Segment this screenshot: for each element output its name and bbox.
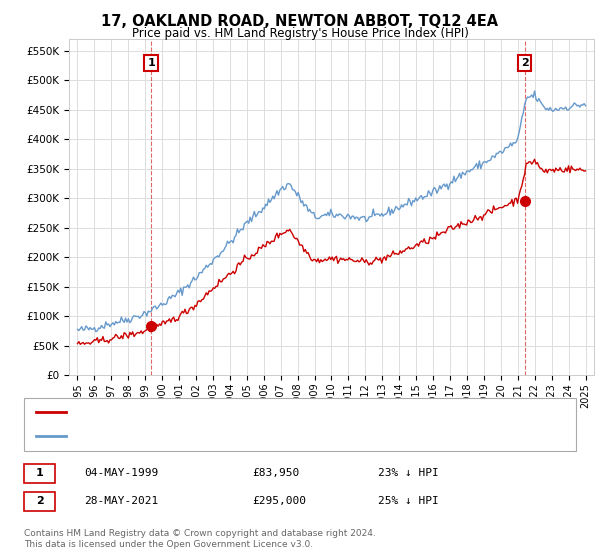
Text: 1: 1 <box>147 58 155 68</box>
Text: Contains HM Land Registry data © Crown copyright and database right 2024.
This d: Contains HM Land Registry data © Crown c… <box>24 529 376 549</box>
Text: 2: 2 <box>521 58 529 68</box>
Text: 23% ↓ HPI: 23% ↓ HPI <box>378 468 439 478</box>
Text: £83,950: £83,950 <box>252 468 299 478</box>
Text: Price paid vs. HM Land Registry's House Price Index (HPI): Price paid vs. HM Land Registry's House … <box>131 27 469 40</box>
Text: 17, OAKLAND ROAD, NEWTON ABBOT, TQ12 4EA (detached house): 17, OAKLAND ROAD, NEWTON ABBOT, TQ12 4EA… <box>72 408 421 418</box>
Text: 17, OAKLAND ROAD, NEWTON ABBOT, TQ12 4EA: 17, OAKLAND ROAD, NEWTON ABBOT, TQ12 4EA <box>101 14 499 29</box>
Text: 2: 2 <box>36 496 43 506</box>
Text: 1: 1 <box>36 468 43 478</box>
Text: £295,000: £295,000 <box>252 496 306 506</box>
Text: HPI: Average price, detached house, Teignbridge: HPI: Average price, detached house, Teig… <box>72 431 326 441</box>
Text: 25% ↓ HPI: 25% ↓ HPI <box>378 496 439 506</box>
Text: 28-MAY-2021: 28-MAY-2021 <box>84 496 158 506</box>
Text: 04-MAY-1999: 04-MAY-1999 <box>84 468 158 478</box>
